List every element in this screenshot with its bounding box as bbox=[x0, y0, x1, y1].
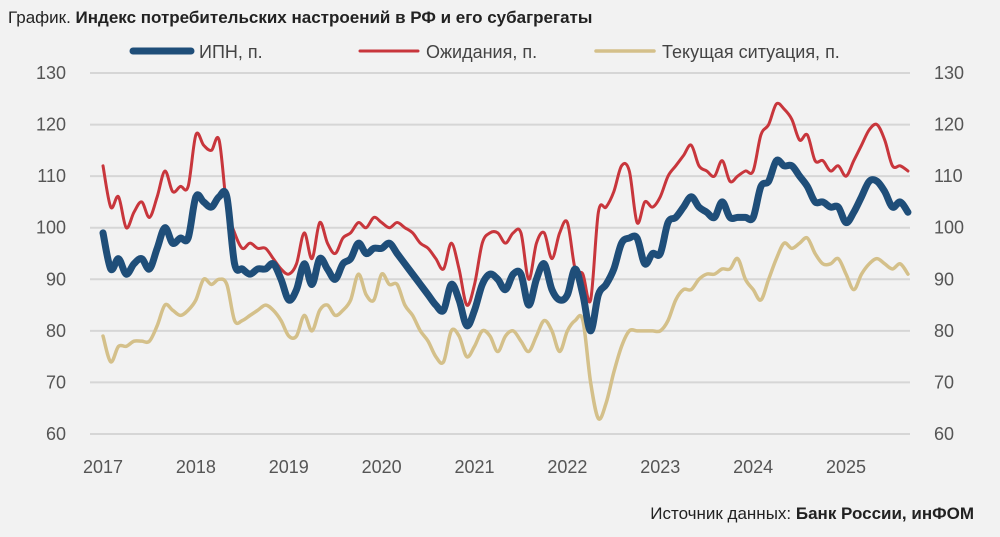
y-tick-left-100: 100 bbox=[36, 218, 66, 238]
source-note: Источник данных: Банк России, инФОМ bbox=[650, 504, 974, 524]
y-tick-left-130: 130 bbox=[36, 63, 66, 83]
x-tick-2019: 2019 bbox=[269, 457, 309, 477]
y-tick-right-130: 130 bbox=[934, 63, 964, 83]
y-tick-right-110: 110 bbox=[934, 166, 963, 186]
series-lines bbox=[99, 101, 912, 421]
legend: ИПН, п. Ожидания, п. Текущая ситуация, п. bbox=[129, 42, 840, 62]
series-line-0 bbox=[99, 156, 912, 335]
x-tick-2021: 2021 bbox=[454, 457, 494, 477]
y-tick-left-60: 60 bbox=[46, 424, 66, 444]
y-tick-left-70: 70 bbox=[46, 372, 66, 392]
x-tick-2022: 2022 bbox=[547, 457, 587, 477]
y-tick-right-70: 70 bbox=[934, 372, 954, 392]
y-tick-left-90: 90 bbox=[46, 269, 66, 289]
y-tick-left-110: 110 bbox=[37, 166, 66, 186]
y-tick-right-80: 80 bbox=[934, 321, 954, 341]
y-tick-left-80: 80 bbox=[46, 321, 66, 341]
y-tick-left-120: 120 bbox=[36, 115, 66, 135]
x-tick-2017: 2017 bbox=[83, 457, 123, 477]
y-tick-right-120: 120 bbox=[934, 115, 964, 135]
x-tick-2025: 2025 bbox=[826, 457, 866, 477]
x-tick-2023: 2023 bbox=[640, 457, 680, 477]
chart-title: График. Индекс потребительских настроени… bbox=[8, 8, 592, 28]
y-tick-right-60: 60 bbox=[934, 424, 954, 444]
x-tick-2018: 2018 bbox=[176, 457, 216, 477]
gridlines bbox=[90, 72, 910, 435]
legend-label-2: Текущая ситуация, п. bbox=[662, 42, 840, 62]
series-line-2 bbox=[101, 235, 910, 421]
x-tick-2020: 2020 bbox=[362, 457, 402, 477]
series-line-1 bbox=[101, 101, 910, 307]
source-main: Банк России, инФОМ bbox=[795, 504, 974, 523]
title-prefix: График. bbox=[8, 8, 71, 27]
axis-ticks: 60 60 70 70 80 80 90 90 100 100 110 110 120 120 130 130… bbox=[36, 63, 964, 477]
source-prefix: Источник данных: bbox=[650, 504, 792, 523]
legend-label-0: ИПН, п. bbox=[199, 42, 263, 62]
y-tick-right-90: 90 bbox=[934, 269, 954, 289]
y-tick-right-100: 100 bbox=[934, 218, 964, 238]
legend-label-1: Ожидания, п. bbox=[426, 42, 537, 62]
title-main: Индекс потребительских настроений в РФ и… bbox=[75, 8, 593, 27]
x-tick-2024: 2024 bbox=[733, 457, 773, 477]
